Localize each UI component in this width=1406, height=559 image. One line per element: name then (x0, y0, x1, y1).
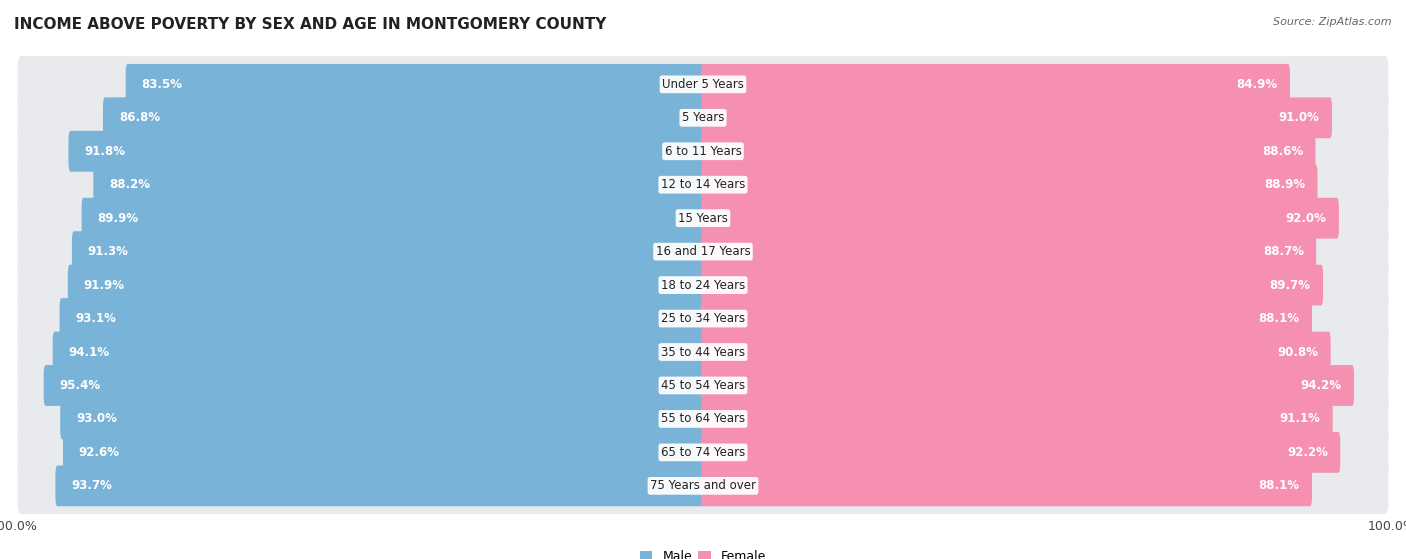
Text: 65 to 74 Years: 65 to 74 Years (661, 446, 745, 459)
FancyBboxPatch shape (93, 164, 704, 205)
FancyBboxPatch shape (63, 432, 704, 473)
Text: 35 to 44 Years: 35 to 44 Years (661, 345, 745, 358)
FancyBboxPatch shape (125, 64, 704, 105)
Text: 90.8%: 90.8% (1277, 345, 1319, 358)
Text: 86.8%: 86.8% (118, 111, 160, 124)
Text: 91.1%: 91.1% (1279, 413, 1320, 425)
Text: INCOME ABOVE POVERTY BY SEX AND AGE IN MONTGOMERY COUNTY: INCOME ABOVE POVERTY BY SEX AND AGE IN M… (14, 17, 606, 32)
Text: 84.9%: 84.9% (1236, 78, 1278, 91)
FancyBboxPatch shape (69, 131, 704, 172)
FancyBboxPatch shape (702, 164, 1317, 205)
FancyBboxPatch shape (17, 257, 1389, 314)
FancyBboxPatch shape (67, 264, 704, 306)
FancyBboxPatch shape (702, 231, 1316, 272)
Text: 88.7%: 88.7% (1263, 245, 1303, 258)
Text: 89.7%: 89.7% (1270, 278, 1310, 292)
Text: 89.9%: 89.9% (97, 212, 139, 225)
FancyBboxPatch shape (702, 264, 1323, 306)
FancyBboxPatch shape (17, 357, 1389, 414)
Text: 93.0%: 93.0% (76, 413, 117, 425)
Text: 12 to 14 Years: 12 to 14 Years (661, 178, 745, 191)
Text: 15 Years: 15 Years (678, 212, 728, 225)
Text: 92.0%: 92.0% (1285, 212, 1326, 225)
Text: 92.6%: 92.6% (79, 446, 120, 459)
FancyBboxPatch shape (702, 198, 1339, 239)
FancyBboxPatch shape (702, 466, 1312, 506)
FancyBboxPatch shape (17, 457, 1389, 514)
FancyBboxPatch shape (55, 466, 704, 506)
FancyBboxPatch shape (17, 391, 1389, 447)
FancyBboxPatch shape (59, 298, 704, 339)
Text: 93.1%: 93.1% (76, 312, 117, 325)
FancyBboxPatch shape (44, 365, 704, 406)
FancyBboxPatch shape (60, 399, 704, 439)
FancyBboxPatch shape (702, 432, 1340, 473)
FancyBboxPatch shape (702, 64, 1289, 105)
Text: Under 5 Years: Under 5 Years (662, 78, 744, 91)
Text: 91.0%: 91.0% (1278, 111, 1320, 124)
FancyBboxPatch shape (17, 157, 1389, 213)
FancyBboxPatch shape (17, 424, 1389, 481)
FancyBboxPatch shape (72, 231, 704, 272)
Text: 88.6%: 88.6% (1263, 145, 1303, 158)
FancyBboxPatch shape (17, 89, 1389, 146)
FancyBboxPatch shape (702, 331, 1330, 372)
FancyBboxPatch shape (103, 97, 704, 138)
Text: 94.2%: 94.2% (1301, 379, 1341, 392)
Text: 88.1%: 88.1% (1258, 479, 1299, 492)
Text: 16 and 17 Years: 16 and 17 Years (655, 245, 751, 258)
Text: 95.4%: 95.4% (59, 379, 101, 392)
Text: 91.3%: 91.3% (87, 245, 129, 258)
FancyBboxPatch shape (17, 223, 1389, 280)
FancyBboxPatch shape (82, 198, 704, 239)
FancyBboxPatch shape (17, 56, 1389, 113)
FancyBboxPatch shape (17, 324, 1389, 381)
Legend: Male, Female: Male, Female (640, 550, 766, 559)
FancyBboxPatch shape (17, 290, 1389, 347)
Text: 83.5%: 83.5% (142, 78, 183, 91)
Text: 18 to 24 Years: 18 to 24 Years (661, 278, 745, 292)
FancyBboxPatch shape (52, 331, 704, 372)
Text: 45 to 54 Years: 45 to 54 Years (661, 379, 745, 392)
Text: 88.9%: 88.9% (1264, 178, 1305, 191)
FancyBboxPatch shape (702, 298, 1312, 339)
FancyBboxPatch shape (702, 399, 1333, 439)
Text: 92.2%: 92.2% (1286, 446, 1327, 459)
Text: 75 Years and over: 75 Years and over (650, 479, 756, 492)
Text: 91.8%: 91.8% (84, 145, 125, 158)
Text: 94.1%: 94.1% (69, 345, 110, 358)
Text: 91.9%: 91.9% (83, 278, 125, 292)
Text: 88.2%: 88.2% (110, 178, 150, 191)
Text: 6 to 11 Years: 6 to 11 Years (665, 145, 741, 158)
FancyBboxPatch shape (17, 190, 1389, 247)
Text: 88.1%: 88.1% (1258, 312, 1299, 325)
Text: 5 Years: 5 Years (682, 111, 724, 124)
FancyBboxPatch shape (702, 97, 1331, 138)
FancyBboxPatch shape (702, 131, 1316, 172)
FancyBboxPatch shape (702, 365, 1354, 406)
Text: 55 to 64 Years: 55 to 64 Years (661, 413, 745, 425)
Text: Source: ZipAtlas.com: Source: ZipAtlas.com (1274, 17, 1392, 27)
Text: 25 to 34 Years: 25 to 34 Years (661, 312, 745, 325)
FancyBboxPatch shape (17, 123, 1389, 179)
Text: 93.7%: 93.7% (72, 479, 112, 492)
